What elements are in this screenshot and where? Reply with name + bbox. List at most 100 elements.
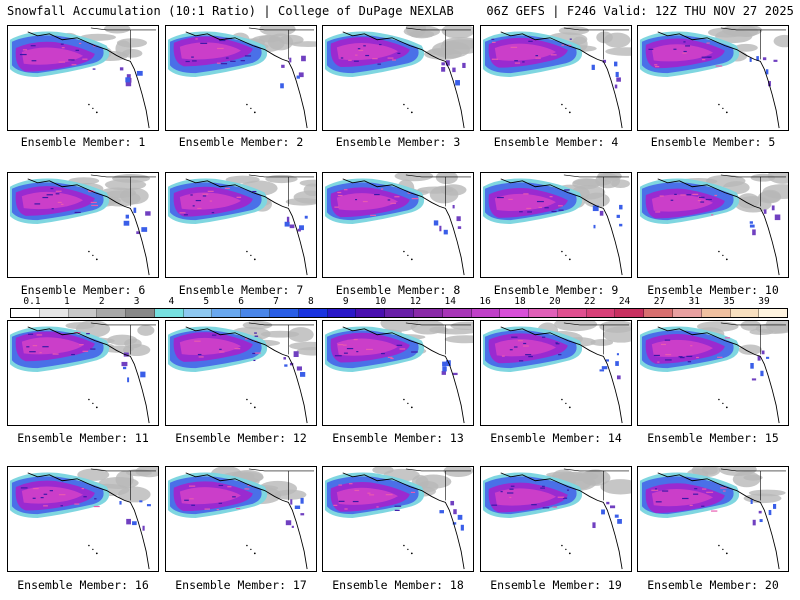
snowfall-map [323,321,473,425]
colorbar-label: 9 [342,296,349,307]
model-run-info: 06Z GEFS | F246 Valid: 12Z THU NOV 27 20… [486,4,794,18]
colorbar-label: 3 [133,296,140,307]
colorbar-swatch [529,309,558,317]
ensemble-member-map [480,25,632,131]
snowfall-map [323,173,473,277]
colorbar-label: 10 [374,296,387,307]
ensemble-member-label: Ensemble Member: 7 [178,283,304,297]
colorbar-swatch [327,309,357,317]
snowfall-map [323,26,473,130]
colorbar-label: 31 [688,296,701,307]
colorbar-swatch [644,309,673,317]
colorbar-swatch [471,309,501,317]
ensemble-member-label: Ensemble Member: 16 [17,578,149,592]
colorbar-swatch [672,309,702,317]
colorbar-swatch [183,309,213,317]
colorbar-swatch [39,309,69,317]
snowfall-map [8,321,158,425]
snowfall-map [323,467,473,571]
ensemble-member-map [637,25,789,131]
colorbar-label: 1 [63,296,70,307]
snowfall-map [166,173,316,277]
snowfall-map [8,26,158,130]
ensemble-member-label: Ensemble Member: 5 [650,135,776,149]
ensemble-member-map [7,172,159,278]
colorbar-label: 6 [238,296,245,307]
colorbar-swatch [356,309,386,317]
snowfall-map [481,173,631,277]
colorbar-swatch [68,309,98,317]
ensemble-member-label: Ensemble Member: 18 [332,578,464,592]
ensemble-member-label: Ensemble Member: 13 [332,431,464,445]
colorbar-label: 18 [514,296,526,307]
colorbar-swatch [557,309,587,317]
colorbar-swatch [298,309,328,317]
ensemble-member-label: Ensemble Member: 10 [647,283,779,297]
snowfall-map [166,321,316,425]
ensemble-member-map [637,466,789,572]
ensemble-member-label: Ensemble Member: 3 [335,135,461,149]
ensemble-member-map [637,172,789,278]
colorbar-label: 39 [758,296,770,307]
snowfall-map [166,467,316,571]
ensemble-member-label: Ensemble Member: 9 [493,283,619,297]
colorbar-label: 7 [273,296,279,307]
colorbar-swatch [241,309,271,317]
colorbar-label: 16 [479,296,491,307]
colorbar-swatch [759,309,788,317]
ensemble-member-label: Ensemble Member: 15 [647,431,779,445]
snowfall-map [8,173,158,277]
snowfall-map [481,321,631,425]
ensemble-member-map [480,320,632,426]
colorbar-label: 0.1 [23,296,41,307]
colorbar-legend: 0.1 1 2 3 4 5 6 7 8 9 10 12 14 16 18 20 22 24 27 31 35 39 [10,296,788,318]
ensemble-member-map [7,320,159,426]
colorbar-swatch [615,309,645,317]
colorbar-swatch [11,309,40,317]
ensemble-member-label: Ensemble Member: 17 [175,578,307,592]
ensemble-member-map [7,25,159,131]
ensemble-member-label: Ensemble Member: 2 [178,135,304,149]
ensemble-member-map [7,466,159,572]
ensemble-member-map [480,466,632,572]
ensemble-member-map [165,466,317,572]
colorbar-swatch [385,309,414,317]
ensemble-member-map [322,466,474,572]
colorbar-label: 2 [98,296,105,307]
ensemble-member-label: Ensemble Member: 8 [335,283,461,297]
colorbar-swatch [442,309,472,317]
ensemble-member-label: Ensemble Member: 6 [20,283,146,297]
ensemble-member-map [165,172,317,278]
colorbar-label: 20 [549,296,561,307]
ensemble-member-map [322,25,474,131]
colorbar-swatch [126,309,155,317]
ensemble-member-label: Ensemble Member: 12 [175,431,307,445]
ensemble-member-label: Ensemble Member: 4 [493,135,619,149]
snowfall-map [638,321,788,425]
colorbar-label: 27 [653,296,666,307]
snowfall-map [481,467,631,571]
colorbar-swatches [10,308,788,318]
colorbar-swatch [270,309,299,317]
snowfall-map [166,26,316,130]
ensemble-member-label: Ensemble Member: 19 [490,578,622,592]
colorbar-label: 4 [168,296,175,307]
ensemble-member-label: Ensemble Member: 11 [17,431,149,445]
snowfall-map [638,26,788,130]
colorbar-swatch [97,309,127,317]
ensemble-member-label: Ensemble Member: 14 [490,431,622,445]
ensemble-member-map [165,320,317,426]
colorbar-swatch [701,309,731,317]
colorbar-swatch [212,309,242,317]
ensemble-member-map [322,320,474,426]
colorbar-label: 8 [307,296,314,307]
snowfall-map [8,467,158,571]
ensemble-member-label: Ensemble Member: 1 [20,135,146,149]
ensemble-member-map [165,25,317,131]
colorbar-label: 35 [723,296,735,307]
colorbar-label: 22 [583,296,596,307]
colorbar-swatch [586,309,616,317]
colorbar-swatch [154,309,184,317]
colorbar-swatch [500,309,530,317]
snowfall-map [638,173,788,277]
